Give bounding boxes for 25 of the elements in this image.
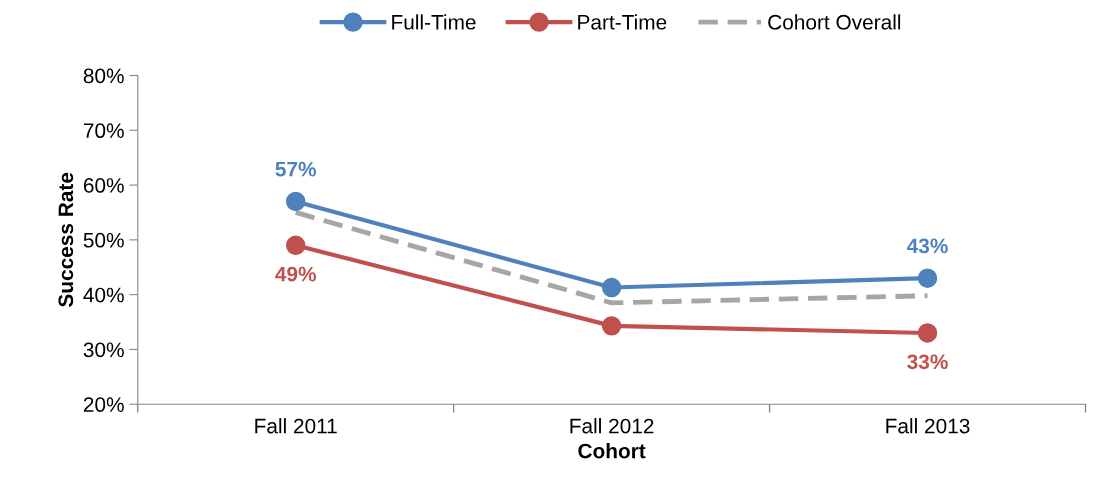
point [917, 323, 938, 343]
y-tick-label: 80% [83, 68, 124, 84]
point [285, 191, 306, 212]
x-tick-label: Fall 2012 [570, 418, 654, 434]
point [917, 268, 938, 288]
point [601, 277, 622, 298]
legend-label: Part-Time [578, 14, 667, 30]
point [285, 235, 306, 256]
data-label: 33% [907, 354, 948, 370]
x-tick-label: Fall 2013 [886, 418, 970, 434]
y-tick-label: 20% [83, 397, 124, 412]
data-label: 43% [906, 238, 948, 254]
x-tick-label: Fall 2011 [255, 418, 337, 434]
y-tick-label: 50% [83, 232, 124, 248]
point [601, 316, 622, 336]
y-tick-label: 30% [83, 342, 124, 358]
y-tick-label: 40% [83, 287, 124, 303]
y-tick-label: 70% [83, 123, 124, 139]
data-label: 49% [275, 266, 316, 282]
x-axis-title: Cohort [578, 443, 646, 459]
data-label: 57% [275, 161, 316, 177]
y-axis-title: Success Rate [58, 172, 74, 307]
y-tick-label: 60% [83, 178, 124, 193]
legend-label: Full-Time [392, 14, 476, 30]
legend-label: Cohort Overall [768, 14, 901, 30]
